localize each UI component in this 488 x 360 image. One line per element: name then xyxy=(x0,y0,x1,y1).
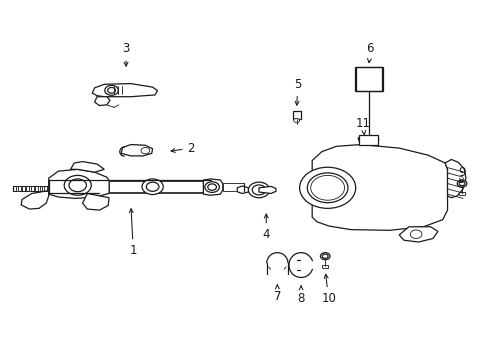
Circle shape xyxy=(320,253,329,260)
Text: 6: 6 xyxy=(366,42,373,63)
Circle shape xyxy=(458,181,464,186)
Polygon shape xyxy=(357,136,378,145)
Circle shape xyxy=(64,175,91,195)
Polygon shape xyxy=(95,97,110,105)
Circle shape xyxy=(146,182,159,192)
Polygon shape xyxy=(109,181,203,192)
Text: 11: 11 xyxy=(355,117,370,135)
Text: 5: 5 xyxy=(293,78,301,105)
Circle shape xyxy=(293,118,299,123)
Polygon shape xyxy=(26,186,29,192)
Text: 10: 10 xyxy=(321,274,335,305)
Circle shape xyxy=(69,179,86,192)
Polygon shape xyxy=(203,179,223,195)
Text: 1: 1 xyxy=(129,209,137,257)
Text: 3: 3 xyxy=(122,42,129,66)
Polygon shape xyxy=(223,183,244,191)
Circle shape xyxy=(142,179,163,194)
Polygon shape xyxy=(40,186,42,192)
Bar xyxy=(354,67,382,91)
Bar xyxy=(322,265,327,268)
Circle shape xyxy=(322,254,327,258)
Circle shape xyxy=(141,147,149,154)
Circle shape xyxy=(248,182,269,198)
Text: 2: 2 xyxy=(171,141,195,154)
Circle shape xyxy=(252,185,265,195)
Text: 9: 9 xyxy=(457,166,465,183)
Circle shape xyxy=(207,184,216,190)
Text: 7: 7 xyxy=(273,285,281,303)
Polygon shape xyxy=(49,180,210,193)
Polygon shape xyxy=(70,162,104,172)
Text: 4: 4 xyxy=(262,214,269,242)
Circle shape xyxy=(104,85,118,95)
Polygon shape xyxy=(82,193,109,210)
Bar xyxy=(458,192,464,195)
Circle shape xyxy=(299,167,355,208)
Polygon shape xyxy=(35,186,38,192)
Polygon shape xyxy=(444,159,465,198)
Polygon shape xyxy=(92,84,157,97)
Polygon shape xyxy=(31,186,34,192)
Polygon shape xyxy=(49,169,109,198)
Polygon shape xyxy=(311,145,447,230)
Bar xyxy=(292,111,300,119)
Text: 8: 8 xyxy=(297,286,304,305)
Polygon shape xyxy=(121,145,152,156)
Polygon shape xyxy=(237,186,248,193)
Circle shape xyxy=(107,87,115,93)
Polygon shape xyxy=(13,186,16,192)
Polygon shape xyxy=(18,186,20,192)
Circle shape xyxy=(409,230,421,238)
Polygon shape xyxy=(398,227,437,242)
Circle shape xyxy=(456,180,466,187)
Polygon shape xyxy=(44,186,47,192)
Circle shape xyxy=(307,173,347,203)
Polygon shape xyxy=(22,186,25,192)
Polygon shape xyxy=(21,191,49,209)
Polygon shape xyxy=(259,186,275,193)
Bar xyxy=(358,135,377,145)
Circle shape xyxy=(204,182,219,192)
